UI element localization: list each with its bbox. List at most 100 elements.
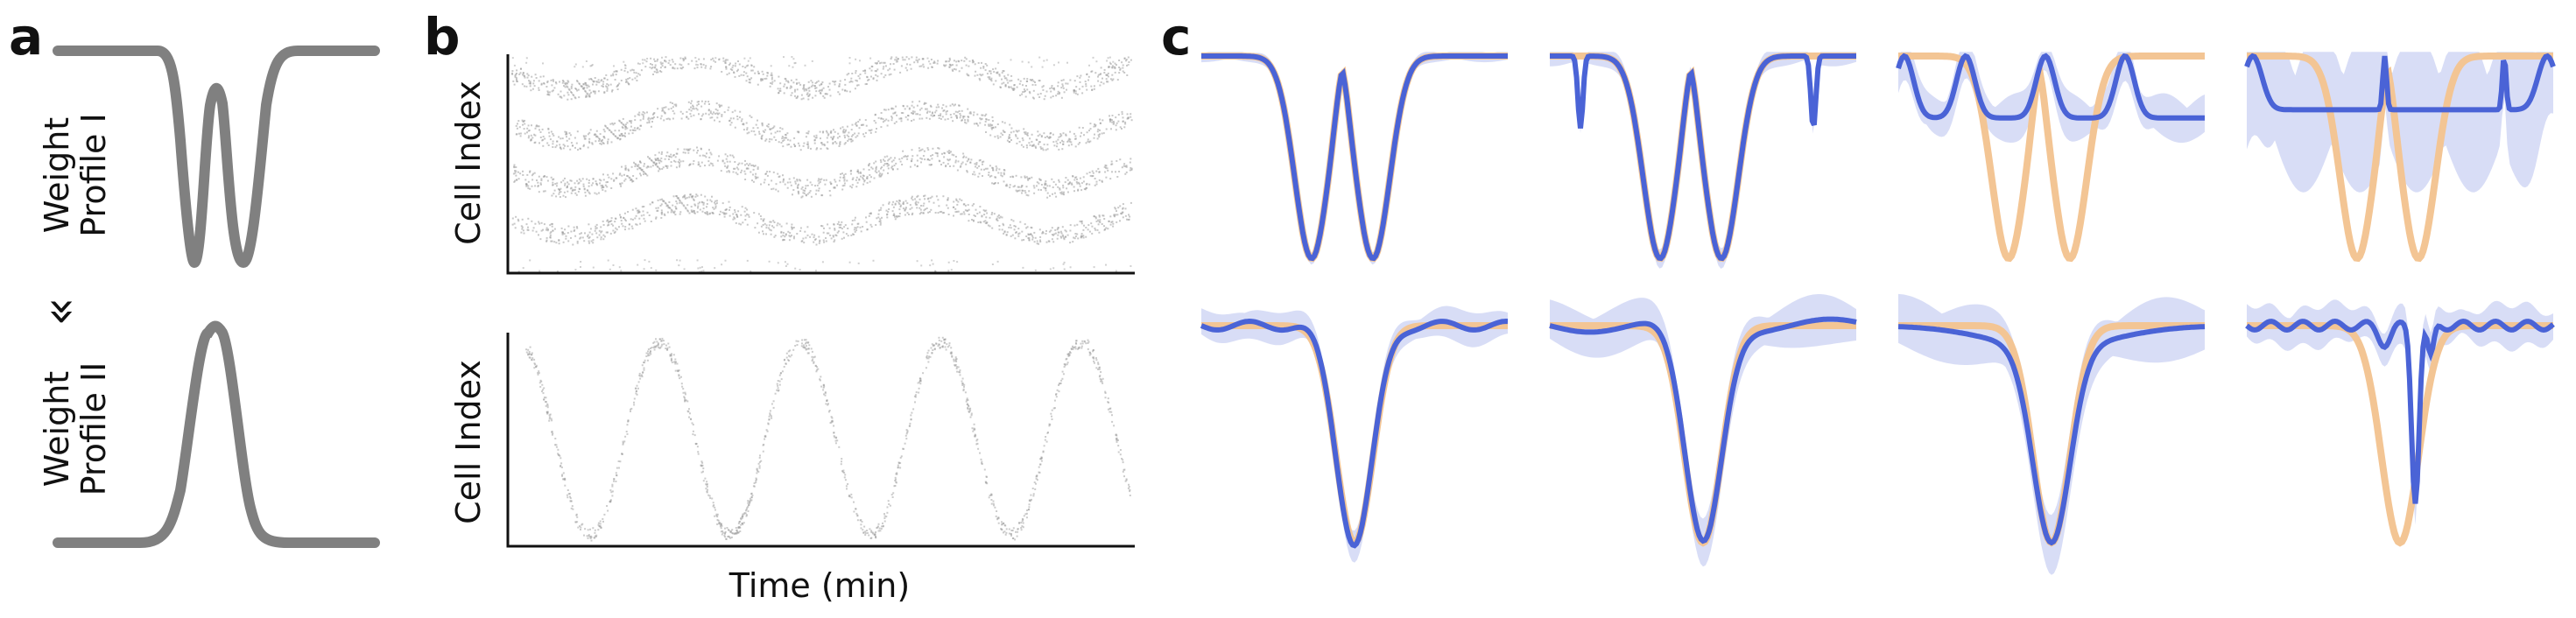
raster-dot [1004,533,1007,536]
raster-dot [634,115,637,117]
raster-dot [1026,134,1029,137]
raster-dot [1064,229,1066,232]
raster-dot [570,86,573,88]
raster-dot [895,481,897,484]
raster-dot [904,214,906,216]
raster-dot [549,224,552,227]
raster-dot [736,215,738,218]
raster-dot [952,70,954,72]
raster-dot [806,143,808,145]
raster-dot [786,181,789,184]
raster-dot [818,178,820,180]
raster-dot [1060,80,1063,81]
raster-dot [973,423,975,425]
raster-dot [1116,64,1117,67]
raster-dot [657,158,659,160]
raster-dot [547,127,550,130]
raster-dot [728,208,730,211]
raster-dot [990,174,993,177]
raster-dot [609,232,612,235]
raster-dot [856,84,858,87]
raster-dot [546,80,549,82]
raster-dot [745,65,748,67]
target-line [2247,53,2553,263]
raster-dot [595,227,598,229]
raster-dot [610,141,613,144]
raster-dot [1056,228,1059,231]
raster-dot [709,112,712,115]
raster-dot [965,64,968,67]
raster-dot [693,199,695,201]
raster-dot [531,174,533,177]
raster-dot [975,123,978,124]
raster-dot [988,496,990,499]
raster-dot [550,79,553,81]
raster-dot [833,241,835,243]
raster-dot [954,103,956,106]
raster-dot [890,63,891,66]
raster-dot [873,177,876,179]
raster-dot [772,406,775,409]
raster-dot [849,80,852,82]
raster-dot [849,170,852,172]
raster-dot [513,164,516,166]
raster-dot [911,113,914,115]
raster-dot [752,168,755,171]
raster-dot [696,146,698,149]
raster-dot [1125,171,1128,173]
raster-dot [918,100,921,102]
raster-dot [820,83,823,86]
panel-b-top-ylabel: Cell Index [449,81,488,245]
raster-dot [1066,363,1068,366]
raster-dot [660,63,663,66]
raster-dot [585,60,588,62]
raster-dot [764,139,767,142]
raster-dot [574,146,576,149]
raster-dot [606,186,609,188]
raster-dot [564,477,567,480]
raster-dot [768,224,771,227]
raster-dot [772,220,775,222]
raster-dot [1038,141,1040,144]
panel-a-top-label-line2: Profile I [74,113,113,236]
raster-dot [1003,130,1005,133]
raster-dot [904,442,906,445]
raster-dot [869,163,871,165]
raster-dot [952,120,954,123]
raster-dot [719,106,721,109]
raster-dot [1104,228,1107,230]
raster-dot [1108,67,1109,68]
raster-dot [710,200,713,203]
raster-dot [591,64,594,66]
raster-dot [689,113,692,116]
raster-dot [592,239,595,242]
raster-dot [802,192,805,194]
raster-dot [621,126,623,129]
raster-dot [1103,72,1106,74]
raster-dot [1038,143,1039,145]
raster-dot [796,179,799,180]
raster-dot [564,184,567,186]
raster-dot [1120,212,1123,214]
raster-dot [609,123,612,125]
raster-dot [919,380,921,382]
raster-dot [783,366,785,368]
raster-dot [724,165,727,167]
raster-dot [1109,61,1111,64]
raster-dot [914,394,917,397]
raster-dot [1129,488,1131,491]
raster-dot [551,84,553,87]
raster-dot [1055,95,1058,97]
raster-dot [934,270,937,272]
raster-dot [983,468,986,471]
raster-dot [1097,363,1100,366]
raster-dot [979,221,982,223]
raster-dot [893,112,896,115]
raster-dot [711,195,713,198]
raster-dot [996,220,999,221]
raster-dot [1058,390,1060,393]
raster-dot [1085,342,1087,345]
raster-dot [1024,131,1027,134]
raster-dot [857,262,860,264]
raster-dot [813,362,815,364]
